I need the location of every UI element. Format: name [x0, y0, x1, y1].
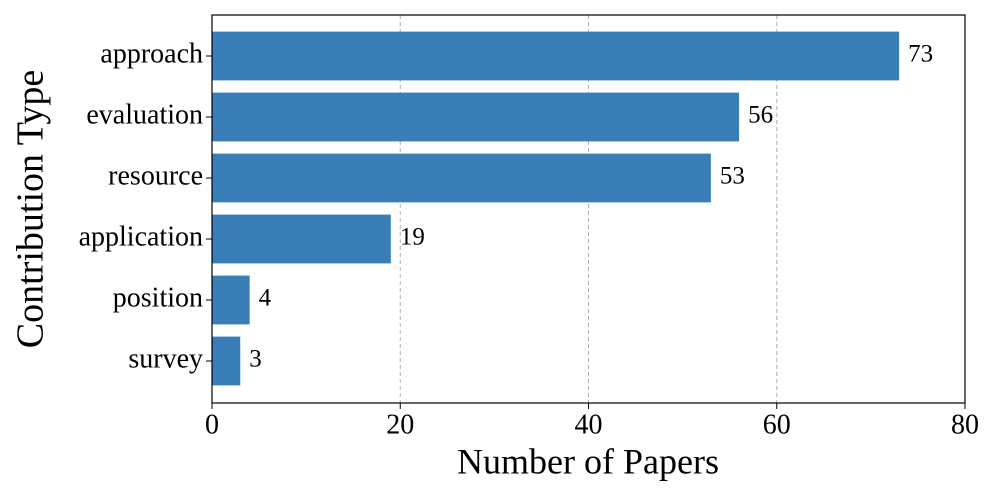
- y-tick-label: application: [79, 221, 203, 252]
- x-tick-label: 80: [951, 409, 979, 440]
- x-tick-label: 20: [386, 409, 414, 440]
- data-label: 53: [720, 163, 745, 190]
- x-tick-label: 0: [205, 409, 219, 440]
- y-tick-label: resource: [108, 160, 203, 191]
- bar: [212, 214, 391, 264]
- y-tick-label: approach: [100, 38, 203, 69]
- data-label: 19: [400, 224, 425, 251]
- bar: [212, 31, 900, 81]
- bar: [212, 336, 241, 386]
- y-axis-label: Contribution Type: [10, 70, 52, 348]
- x-axis-label: Number of Papers: [457, 441, 719, 481]
- data-label: 4: [259, 285, 272, 312]
- bar: [212, 92, 740, 142]
- plot-frame: [211, 14, 966, 404]
- x-tick-label: 40: [575, 409, 603, 440]
- data-label: 3: [249, 346, 261, 373]
- bar: [212, 275, 250, 325]
- y-tick-label: position: [113, 282, 203, 313]
- bar: [212, 153, 711, 203]
- data-label: 73: [908, 41, 933, 68]
- x-tick-label: 60: [763, 409, 791, 440]
- y-tick-label: survey: [128, 343, 203, 374]
- y-tick-label: evaluation: [86, 99, 203, 130]
- data-label: 56: [748, 102, 773, 129]
